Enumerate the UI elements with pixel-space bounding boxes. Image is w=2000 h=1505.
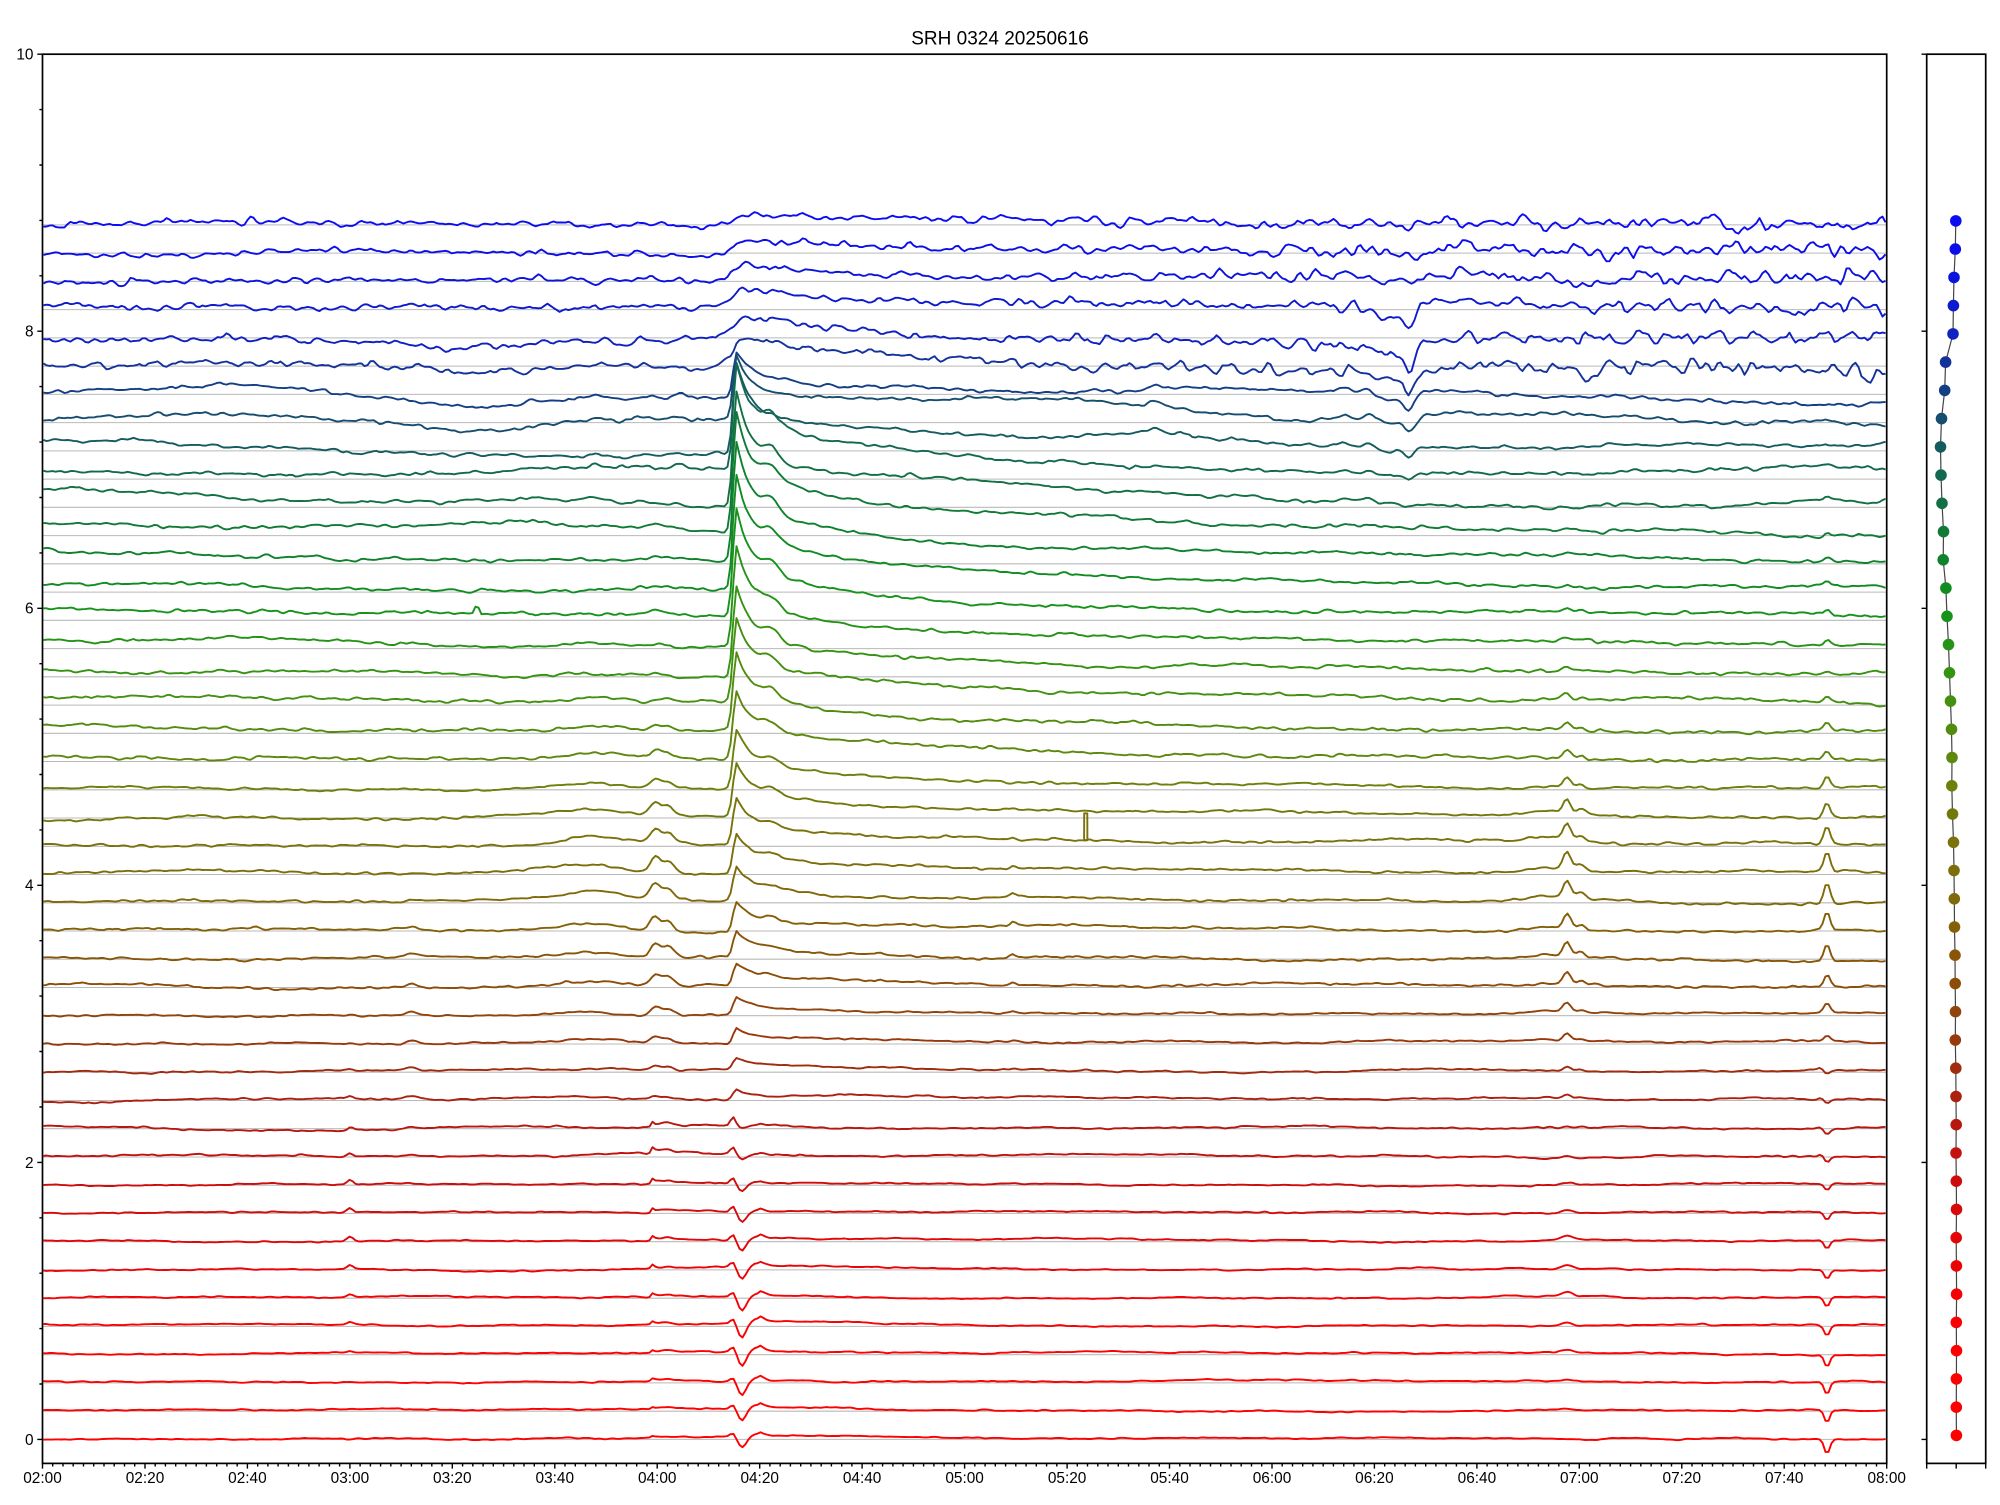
svg-text:05:40: 05:40 bbox=[1150, 1470, 1189, 1487]
svg-text:2: 2 bbox=[25, 1155, 34, 1172]
svg-text:05:00: 05:00 bbox=[945, 1470, 984, 1487]
svg-text:04:20: 04:20 bbox=[740, 1470, 779, 1487]
svg-text:06:40: 06:40 bbox=[1458, 1470, 1497, 1487]
svg-text:04:00: 04:00 bbox=[638, 1470, 677, 1487]
svg-text:02:40: 02:40 bbox=[228, 1470, 267, 1487]
svg-text:08:00: 08:00 bbox=[1867, 1470, 1906, 1487]
svg-text:06:00: 06:00 bbox=[1253, 1470, 1292, 1487]
svg-text:06:20: 06:20 bbox=[1355, 1470, 1394, 1487]
svg-text:03:00: 03:00 bbox=[331, 1470, 370, 1487]
svg-text:04:40: 04:40 bbox=[843, 1470, 882, 1487]
svg-text:8: 8 bbox=[25, 324, 34, 341]
svg-text:07:00: 07:00 bbox=[1560, 1470, 1599, 1487]
svg-text:0: 0 bbox=[25, 1432, 34, 1449]
svg-text:10: 10 bbox=[16, 47, 33, 64]
svg-text:03:20: 03:20 bbox=[433, 1470, 472, 1487]
svg-text:02:00: 02:00 bbox=[23, 1470, 62, 1487]
svg-text:05:20: 05:20 bbox=[1048, 1470, 1087, 1487]
svg-text:SRH 0324 20250616: SRH 0324 20250616 bbox=[911, 29, 1088, 50]
svg-text:07:40: 07:40 bbox=[1765, 1470, 1804, 1487]
svg-text:02:20: 02:20 bbox=[126, 1470, 165, 1487]
svg-text:4: 4 bbox=[25, 878, 34, 895]
svg-text:03:40: 03:40 bbox=[536, 1470, 575, 1487]
svg-text:6: 6 bbox=[25, 601, 34, 618]
svg-text:07:20: 07:20 bbox=[1663, 1470, 1702, 1487]
